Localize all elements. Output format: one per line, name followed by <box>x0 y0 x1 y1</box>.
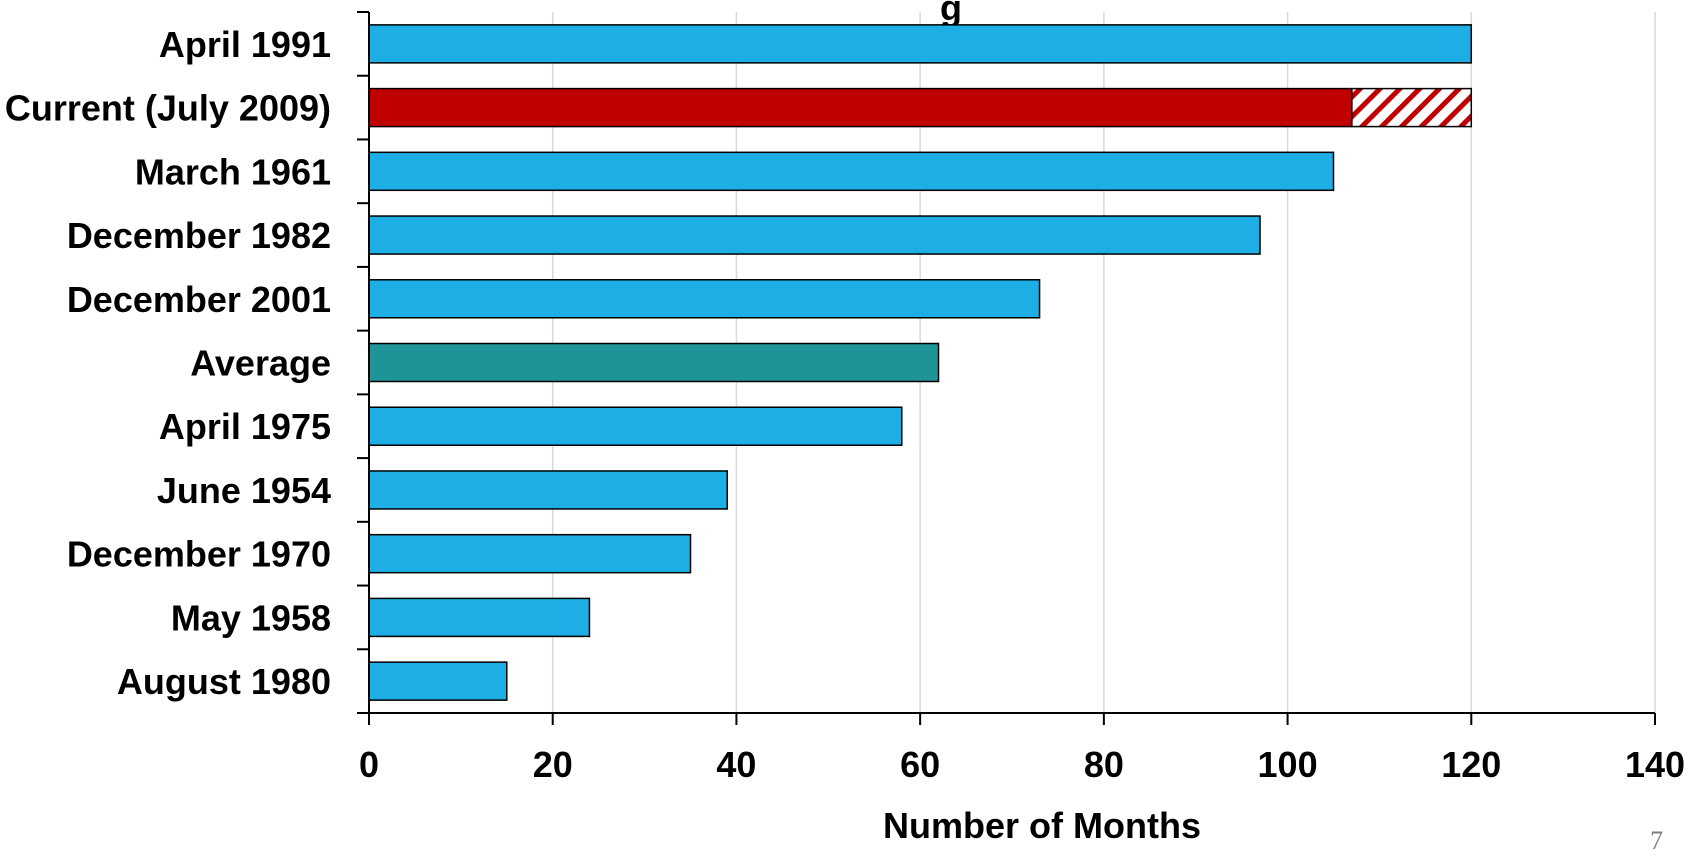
bar <box>368 87 1353 128</box>
x-tick-label: 60 <box>900 744 940 785</box>
category-label: April 1975 <box>159 406 331 447</box>
x-axis-title: Number of Months <box>883 805 1201 846</box>
category-label: August 1980 <box>117 661 331 702</box>
bar <box>368 406 903 446</box>
category-label: December 2001 <box>67 279 331 320</box>
tick-labels: 0 20 40 60 80 100 120 140 <box>359 744 1685 785</box>
x-tick-label: 140 <box>1625 744 1685 785</box>
category-label: April 1991 <box>159 24 331 65</box>
category-label: December 1982 <box>67 215 331 256</box>
x-tick-label: 100 <box>1258 744 1318 785</box>
category-label: Current (July 2009) <box>5 88 331 129</box>
category-label: June 1954 <box>157 470 331 511</box>
x-tick-label: 120 <box>1441 744 1501 785</box>
bars <box>368 24 1473 701</box>
category-label: Average <box>190 343 331 384</box>
category-labels: April 1991 Current (July 2009) March 1961 D… <box>5 24 331 702</box>
bar <box>368 342 940 383</box>
bar <box>368 151 1335 192</box>
category-label: May 1958 <box>171 597 331 638</box>
bar <box>368 470 728 510</box>
x-tick-label: 80 <box>1084 744 1124 785</box>
bar <box>368 24 1473 64</box>
bar <box>368 279 1041 319</box>
category-label: March 1961 <box>135 151 331 192</box>
bar <box>368 215 1261 255</box>
x-tick-label: 40 <box>716 744 756 785</box>
bar-extension-hatched <box>1351 87 1473 128</box>
axes <box>357 11 1656 725</box>
x-tick-label: 20 <box>533 744 573 785</box>
page-number: 7 <box>1650 826 1663 855</box>
x-tick-label: 0 <box>359 744 379 785</box>
bar <box>368 597 591 638</box>
bar <box>368 661 508 701</box>
bar <box>368 533 692 574</box>
category-label: December 1970 <box>67 534 331 575</box>
chart-title-fragment: g <box>940 0 962 28</box>
